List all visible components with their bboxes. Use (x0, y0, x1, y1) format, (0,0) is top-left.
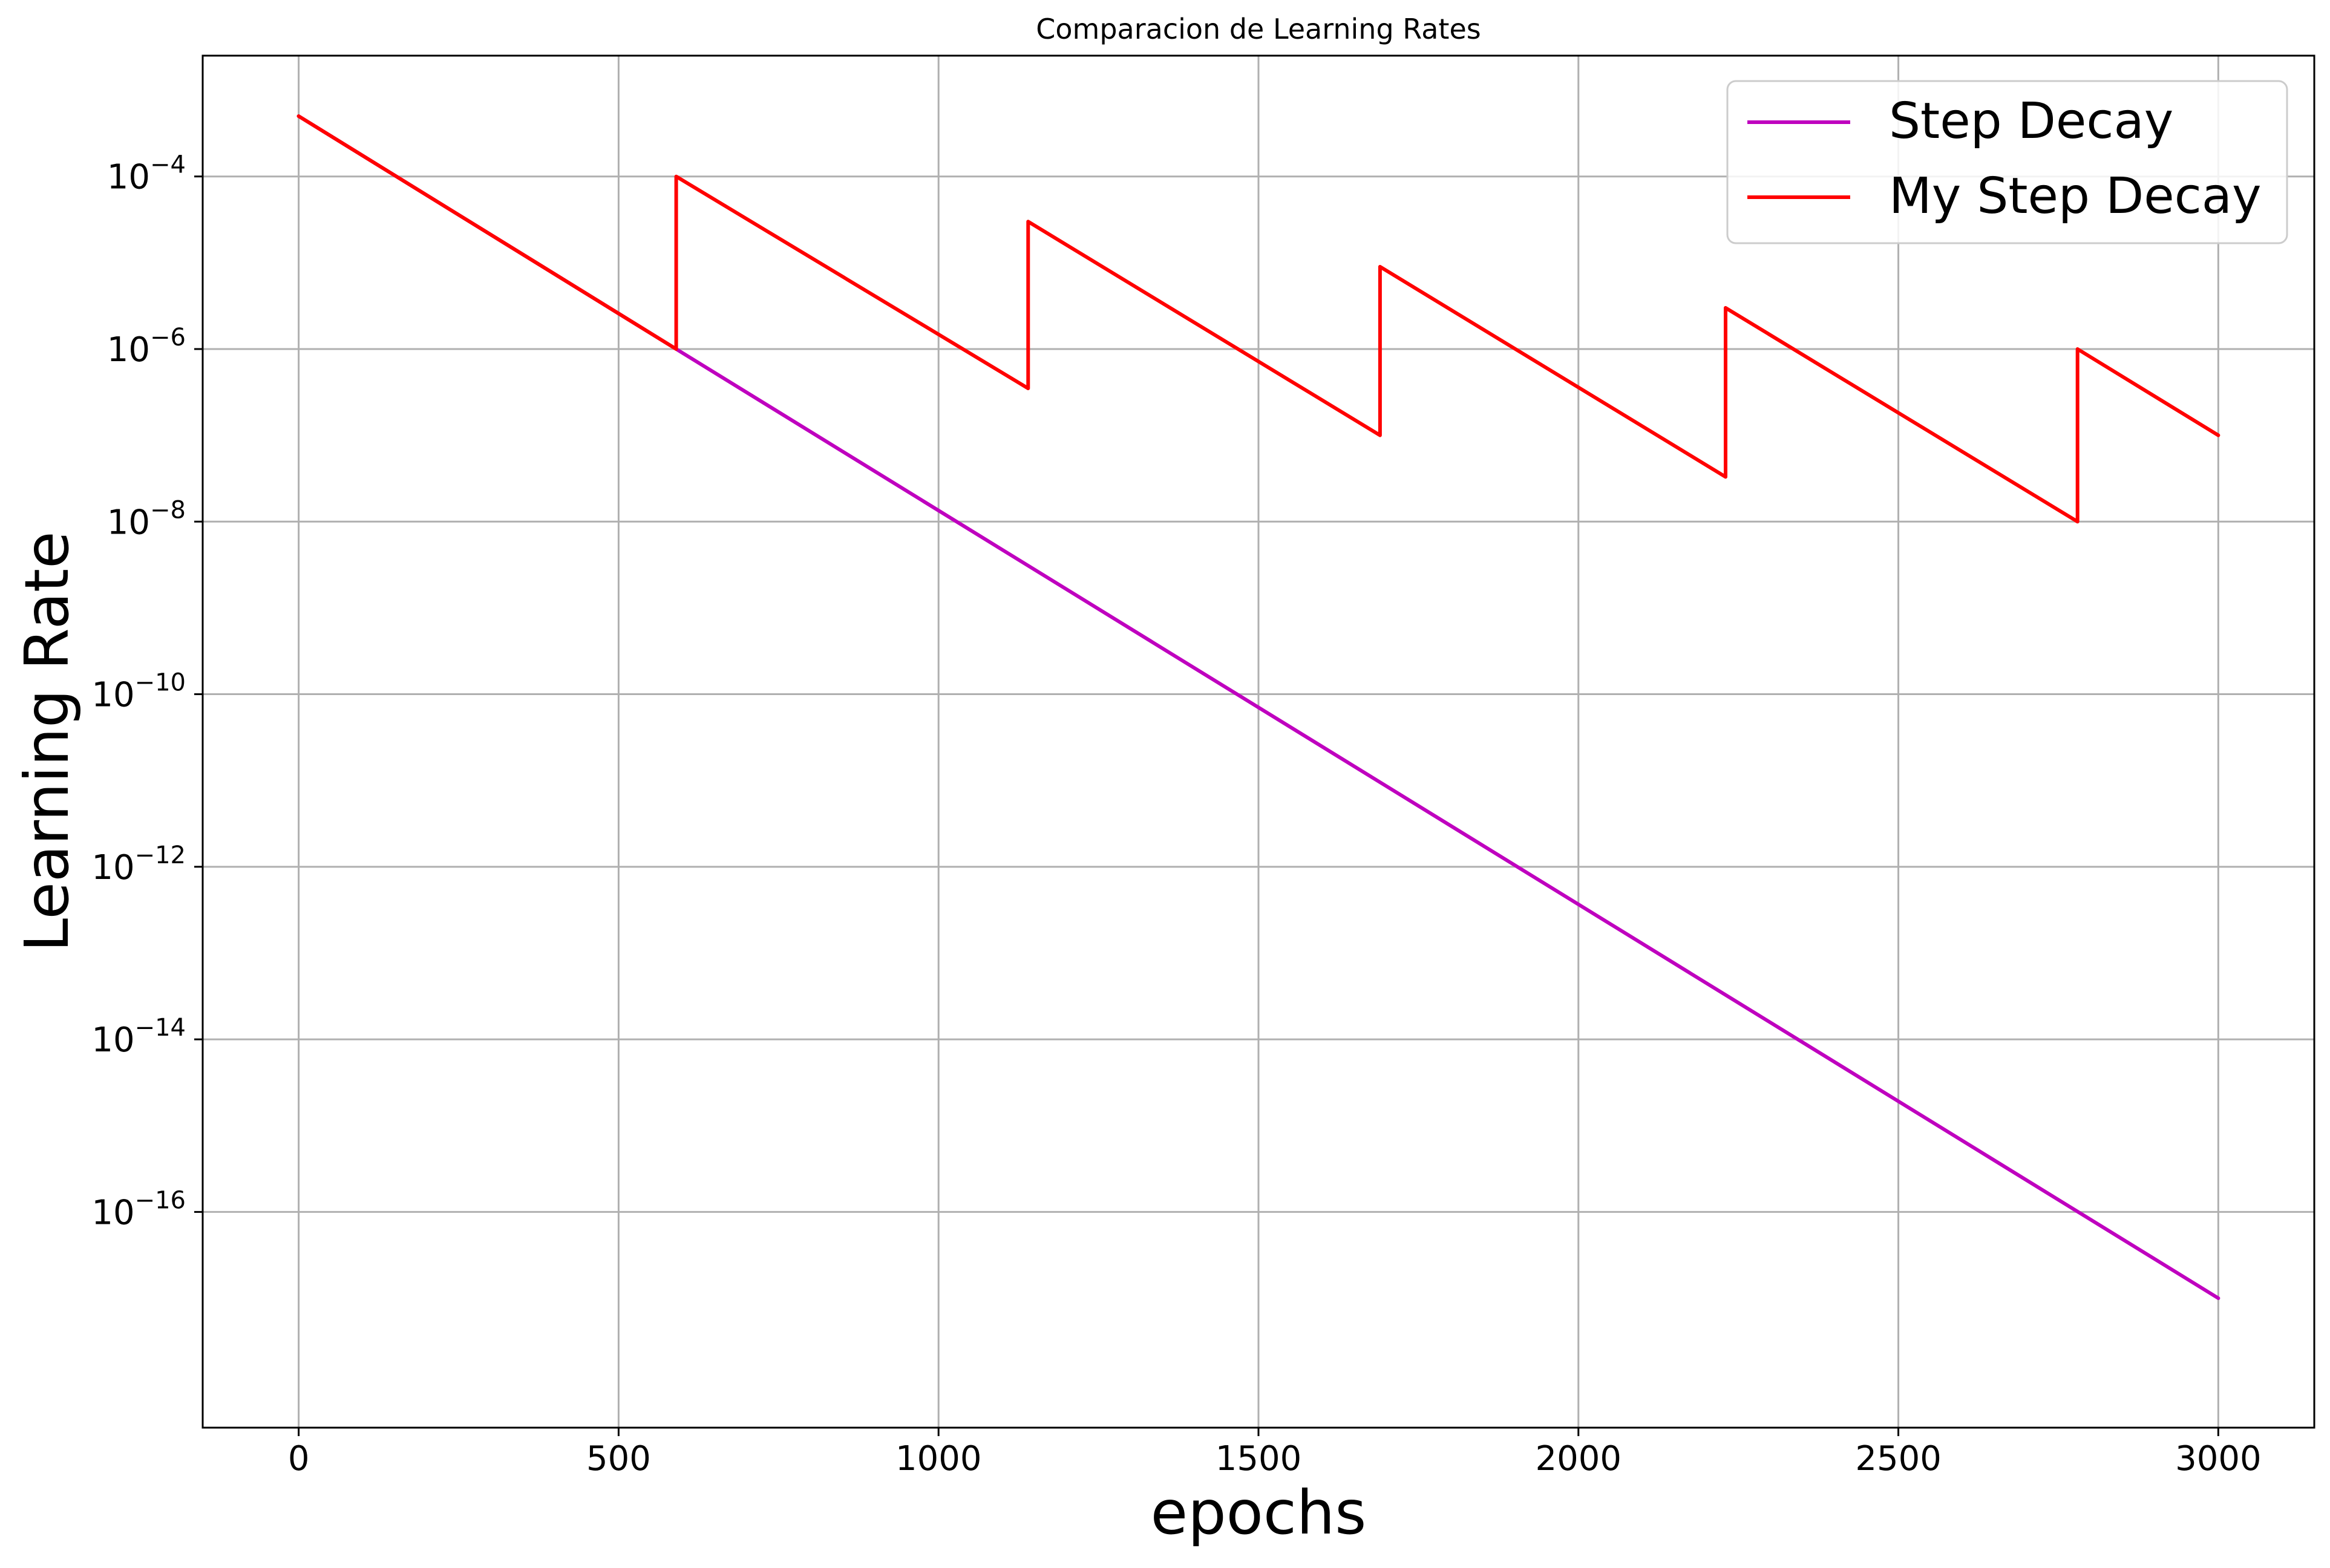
x-tick-label: 1000 (895, 1439, 982, 1478)
y-tick-exponent: −10 (135, 669, 186, 697)
x-axis-label: epochs (1151, 1477, 1367, 1548)
legend: Step Decay My Step Decay (1726, 80, 2288, 244)
tick-layer: 0 500 1000 1500 2000 2500 300010−410−610−810−1… (91, 151, 2261, 1478)
x-tick-label: 3000 (2175, 1439, 2262, 1478)
y-tick-exponent: −14 (135, 1014, 186, 1042)
y-tick-label: 10−12 (91, 841, 186, 887)
x-tick-label: 1500 (1216, 1439, 1302, 1478)
y-tick-label: 10−14 (91, 1014, 186, 1060)
series-line-my-step-decay (296, 114, 2220, 524)
y-tick-base: 10 (91, 1193, 134, 1232)
y-tick-label: 10−16 (91, 1186, 186, 1232)
grid-layer (203, 56, 2314, 1428)
x-tick-label: 2500 (1855, 1439, 1942, 1478)
legend-box (1726, 80, 2288, 244)
series-layer (296, 114, 2220, 1300)
y-tick-exponent: −6 (150, 324, 186, 351)
y-tick-base: 10 (91, 676, 134, 715)
y-tick-exponent: −16 (135, 1186, 186, 1214)
y-tick-exponent: −12 (135, 841, 186, 869)
y-tick-label: 10−10 (91, 669, 186, 715)
y-tick-base: 10 (91, 848, 134, 887)
y-tick-label: 10−6 (107, 324, 186, 370)
y-tick-label: 10−4 (107, 151, 186, 197)
x-tick-label: 500 (586, 1439, 651, 1478)
y-tick-label: 10−8 (107, 496, 186, 542)
y-tick-exponent: −8 (150, 496, 186, 524)
x-tick-label: 0 (288, 1439, 310, 1478)
legend-label-step-decay: Step Decay (1889, 93, 2173, 150)
y-tick-base: 10 (107, 503, 150, 542)
y-tick-base: 10 (107, 330, 150, 370)
y-axis-label: Learning Rate (11, 531, 82, 952)
y-tick-exponent: −4 (150, 151, 186, 179)
chart-title: Comparacion de Learning Rates (1036, 13, 1481, 45)
y-tick-base: 10 (107, 158, 150, 197)
y-tick-base: 10 (91, 1021, 134, 1060)
x-tick-label: 2000 (1536, 1439, 1622, 1478)
legend-label-my-step-decay: My Step Decay (1889, 168, 2262, 225)
